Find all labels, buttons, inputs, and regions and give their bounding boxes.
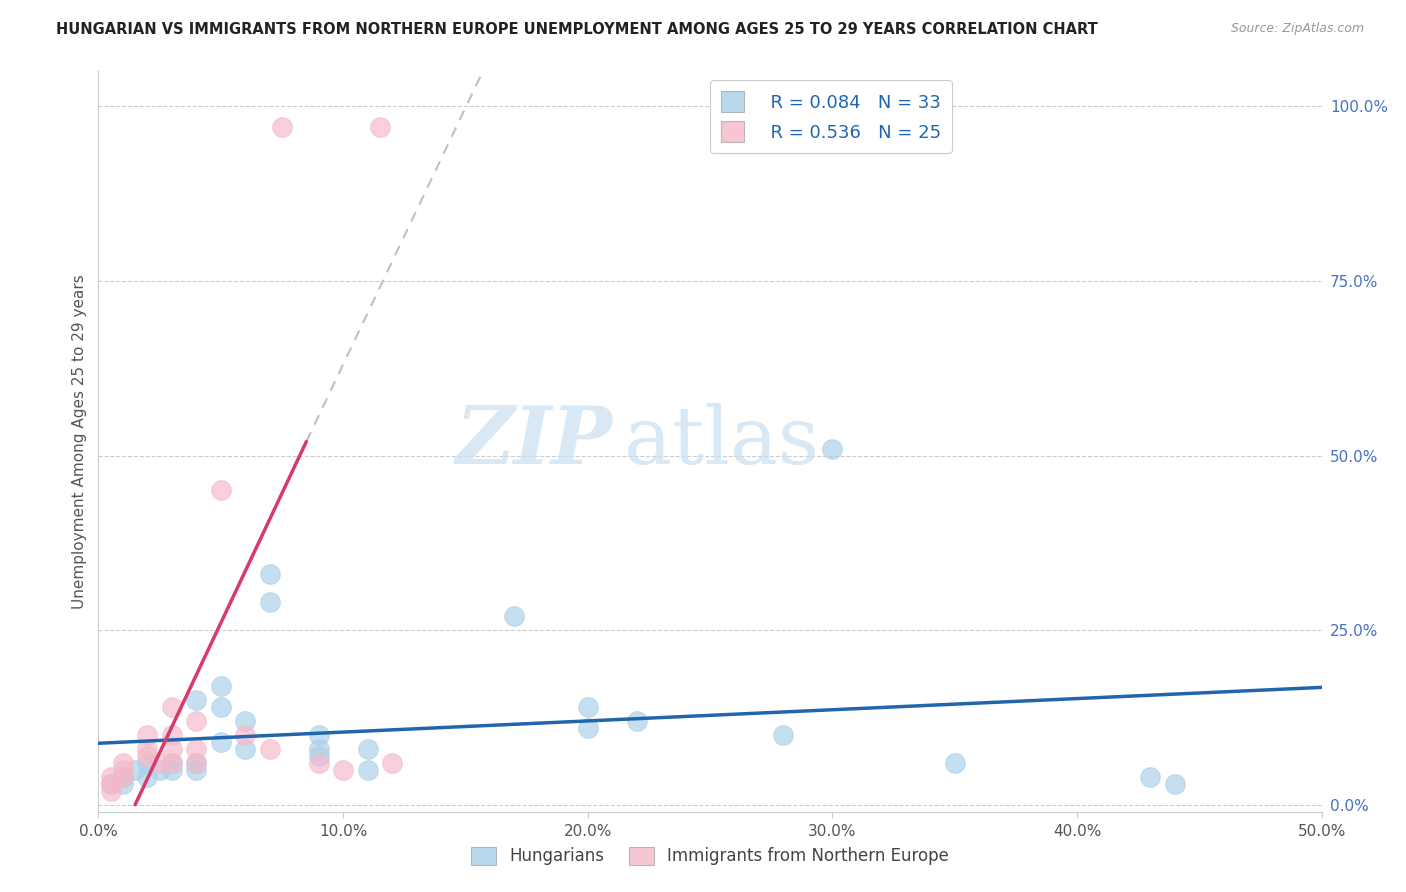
Point <box>186 756 208 770</box>
Point <box>111 763 134 777</box>
Point <box>332 763 354 777</box>
Point <box>308 756 330 770</box>
Point <box>111 756 134 770</box>
Point <box>136 756 159 770</box>
Point <box>209 679 232 693</box>
Point <box>576 700 599 714</box>
Point <box>149 763 172 777</box>
Point <box>308 748 330 763</box>
Point <box>160 728 183 742</box>
Point <box>943 756 966 770</box>
Point <box>821 442 844 456</box>
Point <box>136 742 159 756</box>
Point <box>259 742 281 756</box>
Text: Source: ZipAtlas.com: Source: ZipAtlas.com <box>1230 22 1364 36</box>
Y-axis label: Unemployment Among Ages 25 to 29 years: Unemployment Among Ages 25 to 29 years <box>72 274 87 609</box>
Point <box>626 714 648 728</box>
Point <box>503 609 526 624</box>
Point <box>160 763 183 777</box>
Point <box>209 735 232 749</box>
Point <box>233 714 256 728</box>
Point <box>233 742 256 756</box>
Point <box>160 700 183 714</box>
Text: atlas: atlas <box>624 402 820 481</box>
Point <box>100 770 122 784</box>
Text: HUNGARIAN VS IMMIGRANTS FROM NORTHERN EUROPE UNEMPLOYMENT AMONG AGES 25 TO 29 YE: HUNGARIAN VS IMMIGRANTS FROM NORTHERN EU… <box>56 22 1098 37</box>
Point <box>368 120 391 135</box>
Point <box>1164 777 1187 791</box>
Point <box>186 714 208 728</box>
Point <box>136 770 159 784</box>
Point <box>160 756 183 770</box>
Point <box>259 567 281 582</box>
Point <box>111 777 134 791</box>
Point <box>308 728 330 742</box>
Point <box>160 742 183 756</box>
Point <box>576 721 599 735</box>
Point <box>356 742 378 756</box>
Legend: Hungarians, Immigrants from Northern Europe: Hungarians, Immigrants from Northern Eur… <box>463 838 957 874</box>
Point <box>100 777 122 791</box>
Point <box>111 770 134 784</box>
Text: ZIP: ZIP <box>456 403 612 480</box>
Point <box>100 784 122 798</box>
Point <box>111 770 134 784</box>
Point <box>124 763 146 777</box>
Point <box>186 763 208 777</box>
Point <box>100 777 122 791</box>
Point <box>149 756 172 770</box>
Point <box>270 120 294 135</box>
Point <box>136 728 159 742</box>
Point <box>381 756 404 770</box>
Point <box>186 756 208 770</box>
Point <box>233 728 256 742</box>
Point <box>259 595 281 609</box>
Point <box>186 742 208 756</box>
Point <box>772 728 794 742</box>
Point <box>1139 770 1161 784</box>
Point <box>160 756 183 770</box>
Point <box>209 700 232 714</box>
Point <box>209 483 232 498</box>
Point <box>186 693 208 707</box>
Point <box>356 763 378 777</box>
Point <box>308 742 330 756</box>
Point <box>136 748 159 763</box>
